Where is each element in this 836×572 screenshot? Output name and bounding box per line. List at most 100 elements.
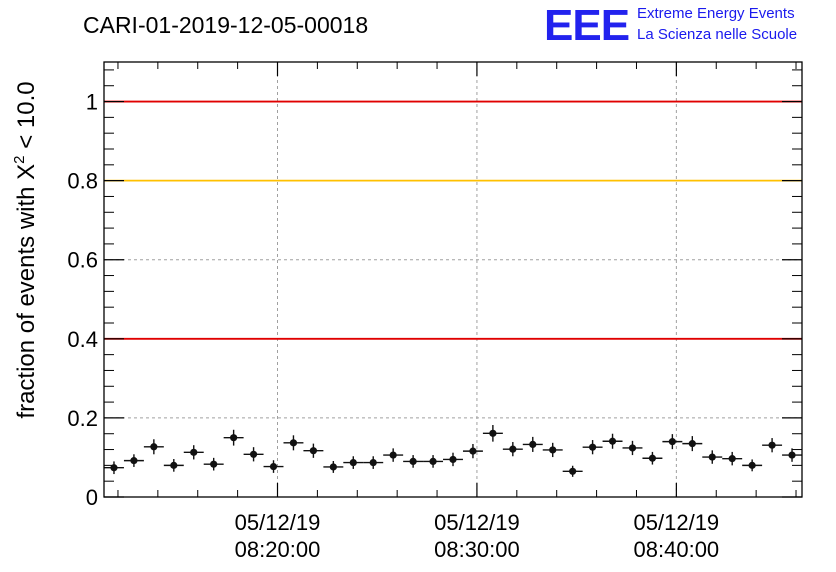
- data-point: [303, 443, 324, 458]
- x-tick-label-date: 05/12/19: [634, 510, 720, 535]
- point-marker: [668, 438, 676, 446]
- data-point: [363, 456, 384, 469]
- data-point: [143, 439, 164, 455]
- data-point: [203, 457, 224, 471]
- data-point: [562, 465, 583, 477]
- point-marker: [170, 461, 178, 469]
- data-point: [762, 438, 783, 453]
- x-tick-label-time: 08:20:00: [235, 537, 321, 562]
- y-tick-label: 0.8: [67, 169, 98, 194]
- y-axis-label-chi: X: [13, 164, 40, 180]
- data-point: [223, 429, 244, 446]
- point-marker: [210, 460, 218, 468]
- point-marker: [608, 437, 617, 445]
- x-tick-label-date: 05/12/19: [235, 510, 321, 535]
- y-tick-label: 0.2: [67, 406, 98, 431]
- point-marker: [529, 440, 537, 449]
- data-point: [423, 455, 444, 468]
- y-tick-label: 1: [86, 90, 98, 115]
- point-marker: [150, 443, 158, 451]
- point-marker: [309, 447, 317, 455]
- data-point: [502, 442, 523, 457]
- y-tick-label: 0: [86, 485, 98, 510]
- data-point: [243, 447, 264, 462]
- data-point: [163, 459, 184, 472]
- eee-logo: EEE Extreme Energy Events La Scienza nel…: [544, 1, 797, 50]
- data-point: [622, 440, 643, 456]
- point-marker: [549, 446, 557, 454]
- x-tick-label-date: 05/12/19: [434, 510, 520, 535]
- data-point: [782, 448, 802, 462]
- grid-layer: [104, 62, 802, 497]
- point-marker: [768, 441, 776, 449]
- data-points: [104, 425, 802, 477]
- point-marker: [589, 443, 597, 451]
- data-point: [522, 436, 543, 452]
- y-axis-label: fraction of events with X2 < 10.0: [11, 81, 40, 418]
- point-marker: [728, 455, 736, 463]
- point-marker: [110, 464, 118, 472]
- data-point: [542, 442, 563, 458]
- point-marker: [708, 453, 716, 461]
- point-marker: [429, 457, 437, 466]
- point-marker: [249, 450, 258, 458]
- data-point: [263, 460, 284, 473]
- y-axis-label-exponent: 2: [11, 155, 28, 163]
- data-point: [383, 448, 404, 462]
- point-marker: [628, 444, 637, 452]
- logo-mark: EEE: [544, 1, 629, 50]
- data-point: [462, 444, 483, 459]
- y-tick-labels: 0 0.2 0.4 0.6 0.8 1: [67, 90, 98, 510]
- plot-frame: [103, 61, 803, 498]
- point-marker: [688, 440, 696, 448]
- data-point: [662, 434, 683, 450]
- y-axis-label-prefix: fraction of events with: [13, 180, 40, 419]
- data-point: [722, 451, 743, 466]
- y-tick-label: 0.4: [67, 327, 98, 352]
- data-point: [582, 440, 603, 455]
- point-marker: [788, 451, 796, 459]
- data-point: [682, 436, 703, 452]
- point-marker: [409, 457, 417, 466]
- point-marker: [469, 447, 477, 455]
- data-point: [642, 451, 663, 465]
- data-point: [742, 459, 763, 472]
- logo-line-2: La Scienza nelle Scuole: [637, 26, 797, 43]
- point-marker: [569, 467, 577, 475]
- point-marker: [190, 448, 198, 456]
- x-tick-label-time: 08:40:00: [634, 537, 720, 562]
- point-marker: [230, 434, 238, 442]
- data-point: [702, 450, 723, 464]
- data-point: [403, 455, 424, 468]
- point-marker: [329, 463, 337, 471]
- point-marker: [509, 445, 517, 453]
- x-tick-label-time: 08:30:00: [434, 537, 520, 562]
- point-marker: [748, 461, 756, 469]
- data-point: [343, 456, 364, 469]
- chart-title: CARI-01-2019-12-05-00018: [83, 12, 368, 38]
- point-marker: [648, 454, 657, 462]
- data-point: [104, 461, 124, 475]
- point-marker: [389, 451, 397, 459]
- point-marker: [449, 455, 457, 464]
- y-axis-label-suffix: < 10.0: [13, 81, 40, 155]
- data-point: [602, 433, 623, 449]
- data-point: [123, 454, 144, 467]
- data-point: [323, 461, 344, 473]
- point-marker: [489, 429, 497, 437]
- data-point: [443, 452, 463, 467]
- data-point: [183, 445, 204, 460]
- data-point: [283, 435, 304, 451]
- point-marker: [269, 462, 278, 471]
- reference-lines: [104, 100, 802, 340]
- point-marker: [349, 458, 357, 467]
- x-tick-labels: 05/12/1908:20:0005/12/1908:30:0005/12/19…: [235, 510, 719, 562]
- point-marker: [130, 457, 138, 465]
- data-point: [482, 425, 503, 442]
- point-marker: [369, 458, 377, 467]
- logo-line-1: Extreme Energy Events: [637, 5, 795, 22]
- axis-ticks: [104, 62, 802, 498]
- y-tick-label: 0.6: [67, 248, 98, 273]
- point-marker: [289, 439, 298, 447]
